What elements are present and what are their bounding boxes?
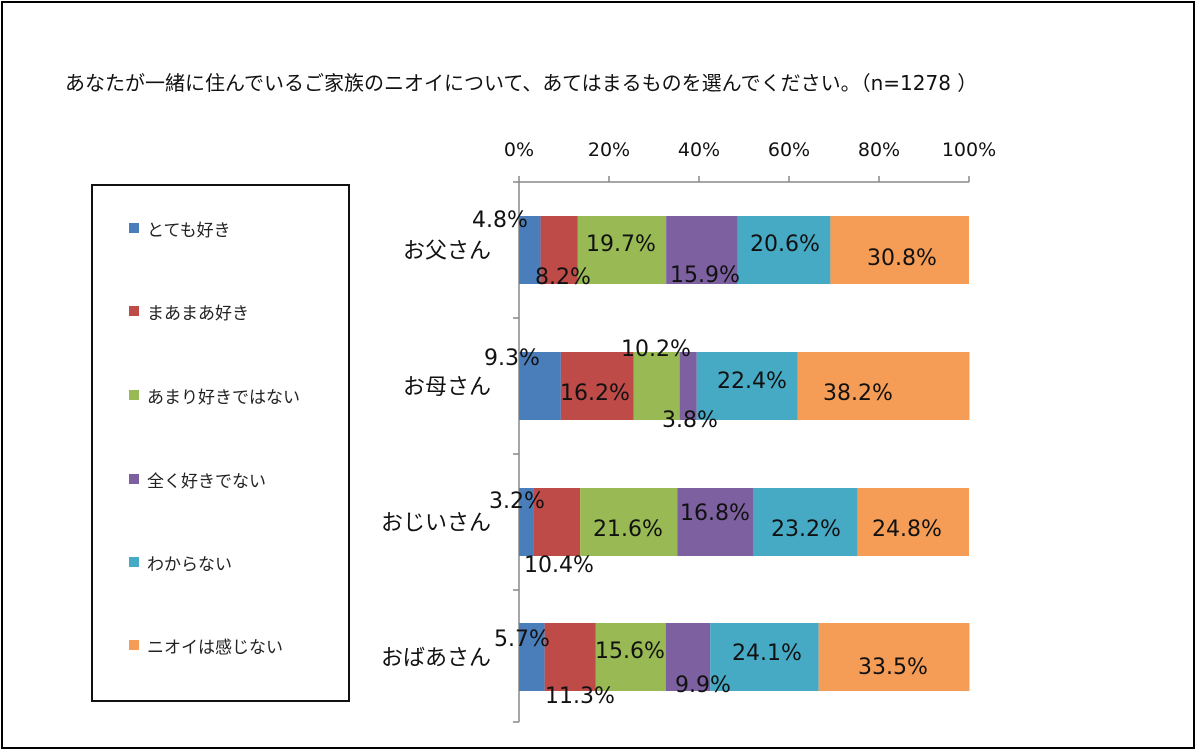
x-tick-label: 0% bbox=[504, 139, 534, 161]
bar-segment bbox=[540, 216, 578, 284]
legend-label: まあまあ好き bbox=[147, 303, 249, 324]
data-label: 11.3% bbox=[545, 684, 615, 709]
bar-segment bbox=[737, 216, 831, 284]
bar-segment bbox=[519, 623, 545, 691]
data-label: 21.6% bbox=[593, 517, 663, 542]
legend-item: わからない bbox=[129, 550, 232, 575]
bar-segment bbox=[544, 623, 596, 691]
data-label: 15.9% bbox=[670, 263, 740, 288]
legend-label: ニオイは感じない bbox=[147, 637, 283, 658]
legend-label: 全く好きでない bbox=[147, 471, 266, 492]
bar-segment bbox=[797, 352, 970, 420]
data-label: 3.8% bbox=[662, 408, 718, 433]
legend-item: ニオイは感じない bbox=[129, 633, 283, 658]
legend-item: あまり好きではない bbox=[129, 383, 300, 408]
x-tick-label: 20% bbox=[588, 139, 630, 161]
chart-title: あなたが一緒に住んでいるご家族のニオイについて、あてはまるものを選んでください。… bbox=[65, 71, 978, 95]
legend-swatch bbox=[129, 306, 139, 316]
x-tick-label: 60% bbox=[768, 139, 810, 161]
data-label: 23.2% bbox=[771, 517, 841, 542]
bar-segment bbox=[665, 623, 711, 691]
data-label: 16.2% bbox=[560, 381, 630, 406]
legend-item: 全く好きでない bbox=[129, 467, 266, 492]
x-tick-label: 40% bbox=[678, 139, 720, 161]
legend-swatch bbox=[129, 640, 139, 650]
bar-segment bbox=[830, 216, 969, 284]
legend-label: わからない bbox=[147, 554, 232, 575]
data-label: 15.6% bbox=[595, 639, 665, 664]
legend-swatch bbox=[129, 223, 139, 233]
bar-segment bbox=[710, 623, 819, 691]
bar-segment bbox=[633, 352, 680, 420]
bar-segment bbox=[679, 352, 697, 420]
bar-segment bbox=[519, 352, 561, 420]
data-label: 19.7% bbox=[586, 232, 656, 257]
bar-segment bbox=[857, 488, 969, 556]
data-label: 5.7% bbox=[494, 627, 550, 652]
bar-segment bbox=[577, 216, 667, 284]
legend-item: とても好き bbox=[129, 216, 231, 241]
data-label: 24.1% bbox=[732, 641, 802, 666]
bar-segment bbox=[560, 352, 634, 420]
legend-swatch bbox=[129, 474, 139, 484]
legend-swatch bbox=[129, 390, 139, 400]
data-label: 4.8% bbox=[472, 208, 528, 233]
bar-segment bbox=[753, 488, 858, 556]
bar-segment bbox=[818, 623, 970, 691]
data-label: 10.4% bbox=[524, 553, 594, 578]
data-label: 30.8% bbox=[867, 246, 937, 271]
bar-segment bbox=[677, 488, 753, 556]
data-label: 10.2% bbox=[621, 337, 691, 362]
data-label: 8.2% bbox=[535, 265, 591, 290]
bar-segment bbox=[533, 488, 581, 556]
category-label: おじいさん bbox=[381, 511, 491, 536]
bar-segment bbox=[519, 216, 541, 284]
data-label: 22.4% bbox=[717, 369, 787, 394]
legend-swatch bbox=[129, 557, 139, 567]
bar-segment bbox=[595, 623, 666, 691]
chart-legend: とても好きまあまあ好きあまり好きではない 全く好きでない わからないニオイは感じない bbox=[91, 184, 350, 702]
data-label: 24.8% bbox=[872, 517, 942, 542]
legend-item: まあまあ好き bbox=[129, 299, 249, 324]
legend-label: とても好き bbox=[147, 220, 231, 241]
bar-segment bbox=[666, 216, 738, 284]
data-label: 3.2% bbox=[489, 489, 545, 514]
bar-segment bbox=[580, 488, 678, 556]
data-label: 33.5% bbox=[858, 655, 928, 680]
bar-segment bbox=[519, 488, 534, 556]
data-label: 38.2% bbox=[823, 381, 893, 406]
legend-label: あまり好きではない bbox=[147, 387, 300, 408]
bar-segment bbox=[696, 352, 798, 420]
x-tick-label: 100% bbox=[942, 139, 996, 161]
data-label: 9.9% bbox=[675, 673, 731, 698]
data-label: 16.8% bbox=[680, 501, 750, 526]
category-label: お父さん bbox=[403, 239, 491, 264]
category-label: おばあさん bbox=[381, 646, 491, 671]
data-label: 20.6% bbox=[750, 232, 820, 257]
data-label: 9.3% bbox=[484, 346, 540, 371]
category-label: お母さん bbox=[403, 375, 491, 400]
x-tick-label: 80% bbox=[858, 139, 900, 161]
